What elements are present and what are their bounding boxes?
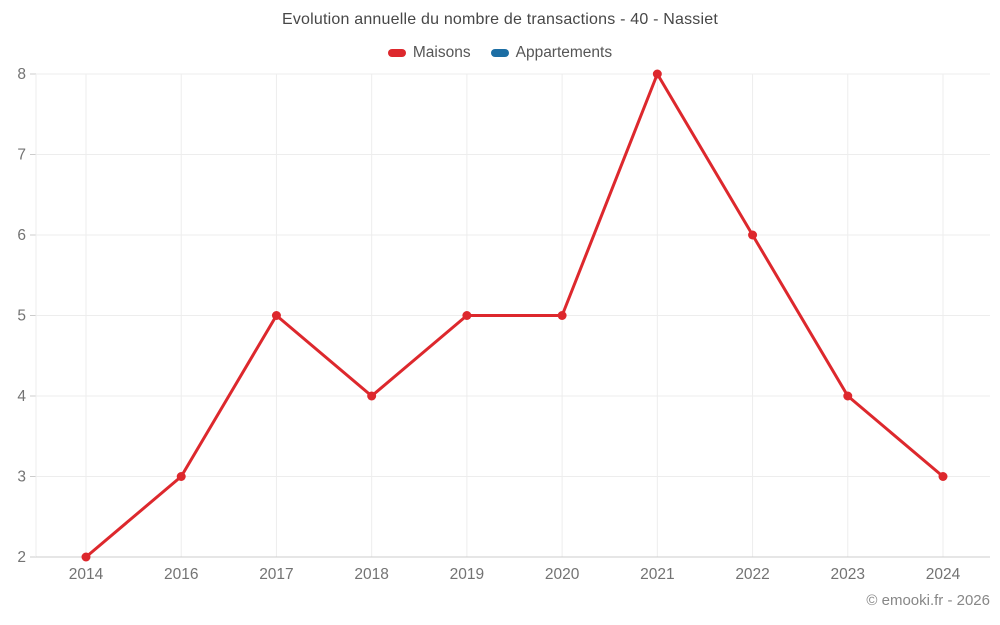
y-tick-label: 3 xyxy=(17,469,26,486)
data-point[interactable] xyxy=(462,311,472,320)
x-tick-label: 2017 xyxy=(259,566,293,583)
x-tick-label: 2016 xyxy=(164,566,198,583)
data-point[interactable] xyxy=(271,311,281,320)
copyright-footer: © emooki.fr - 2026 xyxy=(866,592,990,609)
y-tick-label: 2 xyxy=(17,549,26,566)
x-tick-label: 2014 xyxy=(69,566,104,583)
legend-item-maisons[interactable]: Maisons xyxy=(387,44,471,62)
x-tick-label: 2019 xyxy=(450,566,484,583)
x-tick-label: 2018 xyxy=(354,566,388,583)
maisons-color-swatch-icon xyxy=(387,49,406,57)
data-point[interactable] xyxy=(557,311,567,320)
legend: Maisons Appartements xyxy=(0,44,1000,62)
x-tick-label: 2021 xyxy=(640,566,674,583)
appartements-color-swatch-icon xyxy=(490,49,509,57)
chart-title: Evolution annuelle du nombre de transact… xyxy=(281,11,719,28)
y-tick-label: 4 xyxy=(17,388,26,405)
y-tick-label: 6 xyxy=(17,227,26,244)
series-maisons xyxy=(81,69,948,562)
x-tick-label: 2022 xyxy=(735,566,769,583)
y-tick-label: 5 xyxy=(17,308,26,325)
legend-label-maisons: Maisons xyxy=(412,44,471,61)
y-axis-labels: 2 3 4 5 6 7 8 xyxy=(17,66,36,566)
data-point[interactable] xyxy=(843,391,853,401)
legend-item-appartements[interactable]: Appartements xyxy=(490,44,613,62)
data-point[interactable] xyxy=(367,391,377,401)
data-point[interactable] xyxy=(748,230,758,240)
data-point[interactable] xyxy=(652,69,662,79)
x-tick-label: 2023 xyxy=(831,566,865,583)
y-tick-label: 7 xyxy=(17,147,26,164)
data-point[interactable] xyxy=(938,472,948,481)
x-tick-label: 2024 xyxy=(926,566,961,583)
data-point[interactable] xyxy=(176,472,186,481)
y-tick-label: 8 xyxy=(17,66,26,83)
legend-label-appartements: Appartements xyxy=(515,44,613,61)
x-tick-label: 2020 xyxy=(545,566,580,583)
series-line xyxy=(84,72,945,559)
x-axis-labels: 2014 2016 2017 2018 2019 2020 2021 2022 2023 2024 xyxy=(69,566,961,583)
data-point[interactable] xyxy=(81,552,91,562)
